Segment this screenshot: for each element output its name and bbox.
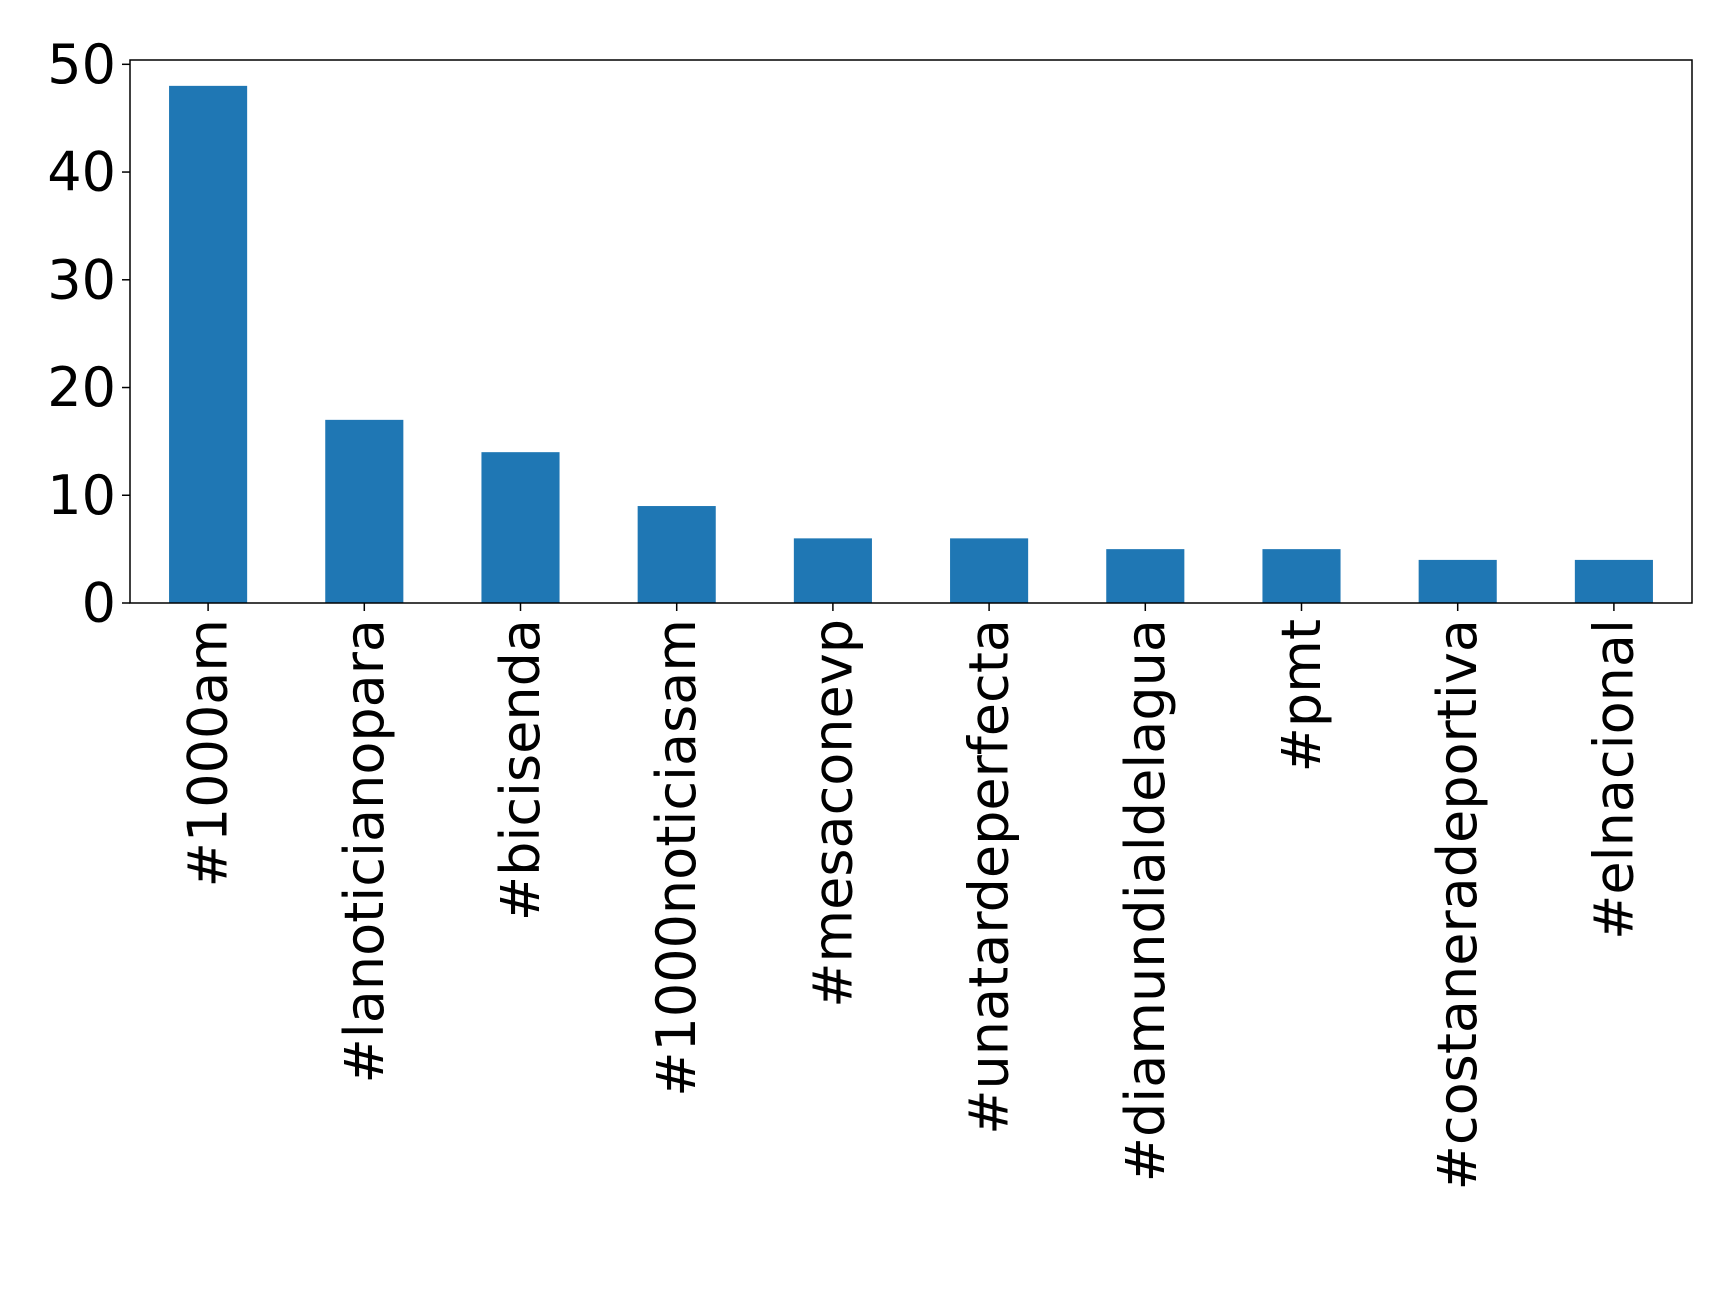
plot-frame [129,59,1693,604]
bar [169,85,248,604]
x-tick-label: #1000am [177,619,240,887]
bar [481,452,560,603]
bar [1106,549,1185,603]
bars-layer [169,85,1653,604]
x-tick-label: #bicisenda [489,619,552,921]
x-tick-label: #unatardeperfecta [958,619,1021,1135]
x-tick-label: #elnacional [1582,619,1645,940]
bar [637,506,716,603]
x-axis: #1000am #lanoticianopara #bicisenda #1000no… [177,603,1645,1190]
y-tick-label: 10 [47,464,116,527]
x-tick-label: #pmt [1270,619,1333,772]
y-tick-label: 0 [82,572,116,635]
y-tick-label: 20 [47,356,116,419]
x-tick-label: #lanoticianopara [333,619,396,1083]
bar [325,419,404,603]
bar [1262,549,1341,603]
x-tick-label: #costaneradeportiva [1426,619,1489,1190]
bar [793,538,872,603]
x-tick-label: #1000noticiasam [645,619,708,1097]
bar [1574,559,1653,603]
y-tick-label: 30 [47,248,116,311]
bar [950,538,1029,603]
y-tick-label: 40 [47,141,116,204]
y-tick-label: 50 [47,33,116,96]
x-tick-label: #mesaconevp [801,619,864,1008]
bar [1418,559,1497,603]
x-tick-label: #diamundialdelagua [1114,619,1177,1182]
y-axis: 0 10 20 30 40 50 [47,33,130,635]
